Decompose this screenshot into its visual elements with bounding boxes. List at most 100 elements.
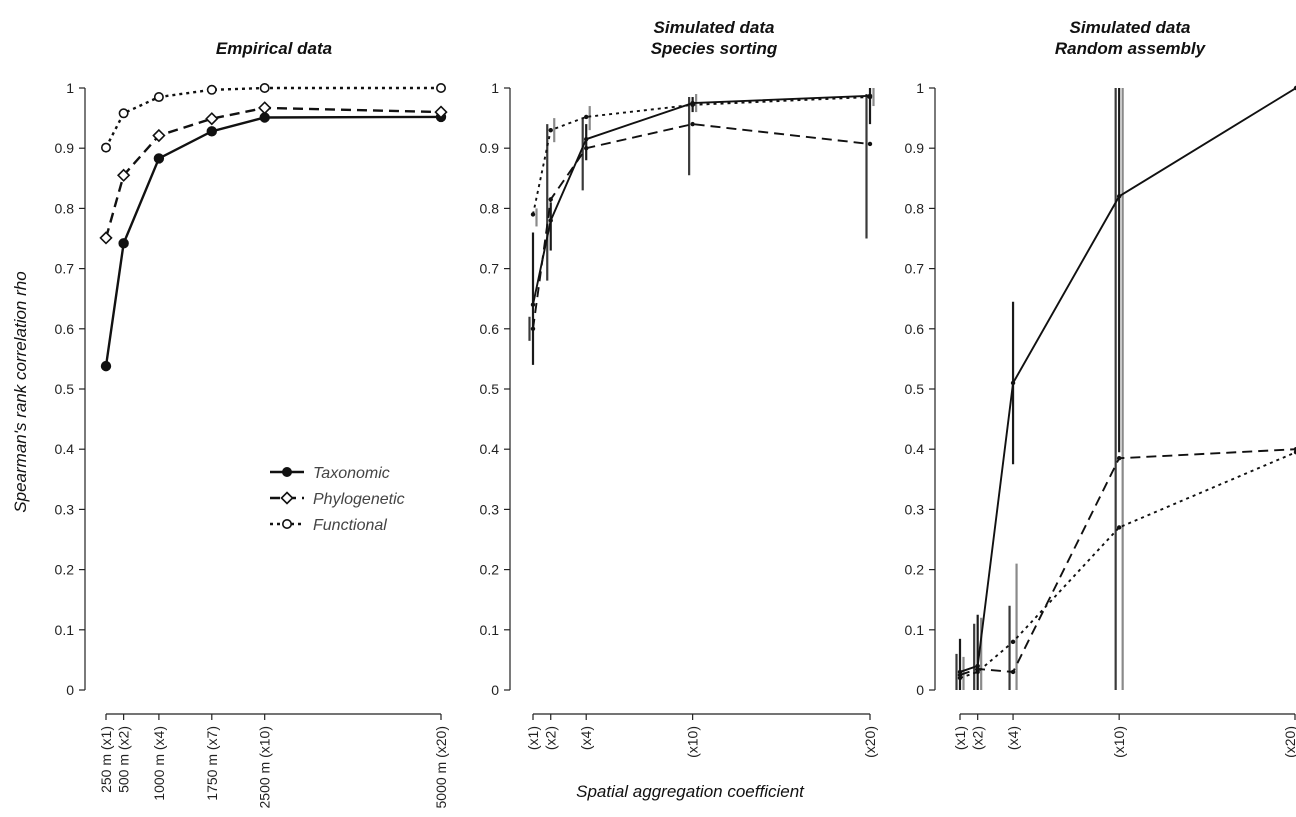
- legend-marker-taxonomic: [281, 466, 292, 477]
- y-tick-label: 0.7: [55, 261, 75, 277]
- y-tick-label: 0: [491, 682, 499, 698]
- x-tick-label: 250 m (x1): [98, 726, 114, 793]
- legend-item-functional: Functional: [270, 517, 387, 534]
- y-tick-label: 0.6: [480, 321, 500, 337]
- y-tick-label: 0.3: [480, 501, 500, 517]
- y-tick-label: 0.4: [55, 441, 75, 457]
- data-point: [1293, 450, 1296, 455]
- data-point: [867, 141, 873, 147]
- y-tick-label: 0.1: [55, 622, 75, 638]
- data-point: [548, 197, 553, 202]
- legend: Taxonomic Phylogenetic Functional: [270, 465, 405, 534]
- x-tick-label: (x20): [862, 726, 878, 758]
- y-tick-label: 0.2: [905, 562, 925, 578]
- y-tick-label: 1: [916, 80, 924, 96]
- y-tick-label: 0.9: [55, 140, 75, 156]
- data-point: [206, 126, 217, 137]
- data-point: [206, 84, 217, 95]
- x-axis-label: Spatial aggregation coefficient: [576, 782, 805, 801]
- data-point: [153, 153, 165, 164]
- y-tick-label: 0.1: [905, 622, 925, 638]
- panel-title: Random assembly: [1055, 39, 1207, 58]
- data-point: [975, 666, 980, 672]
- y-tick-label: 1: [491, 80, 499, 96]
- data-point: [1116, 194, 1122, 199]
- y-tick-label: 0.5: [905, 381, 925, 397]
- x-tick-label: (x4): [578, 726, 594, 750]
- x-tick-label: (x20): [1282, 726, 1296, 758]
- data-point: [1010, 639, 1016, 645]
- x-tick-label: (x10): [685, 726, 701, 758]
- data-point: [118, 108, 129, 119]
- y-tick-label: 0.8: [905, 200, 925, 216]
- panel-3: Simulated data Random assembly 0 0.1 0.2 0.3 0…: [905, 18, 1296, 758]
- legend-marker-functional: [281, 518, 292, 529]
- x-tick-label: 2500 m (x10): [257, 726, 273, 808]
- panel-title: Species sorting: [651, 39, 778, 58]
- x-tick-label: 1000 m (x4): [151, 726, 167, 801]
- y-tick-label: 0.3: [905, 501, 925, 517]
- y-tick-label: 0.3: [55, 501, 75, 517]
- series-line-phylogenetic: [104, 106, 442, 239]
- x-tick-label: (x1): [952, 726, 968, 750]
- x-tick-label: (x10): [1111, 726, 1127, 758]
- panel-2: Simulated data Species sorting 0 0.1 0.2 0.3 0…: [480, 18, 878, 758]
- data-point: [548, 127, 553, 133]
- data-point: [584, 146, 589, 151]
- data-point: [1010, 380, 1016, 386]
- data-point: [975, 663, 980, 669]
- data-point: [530, 302, 536, 307]
- panel-title: Simulated data: [654, 18, 775, 37]
- series-line-taxonomic: [104, 115, 442, 367]
- data-point: [584, 136, 589, 142]
- data-point: [584, 114, 589, 120]
- data-point: [975, 669, 980, 675]
- y-tick-label: 0.7: [480, 261, 500, 277]
- y-tick-label: 0.1: [480, 622, 500, 638]
- legend-label-phylogenetic: Phylogenetic: [313, 491, 405, 508]
- data-point: [100, 360, 112, 372]
- data-point: [1116, 456, 1122, 461]
- data-point: [152, 128, 166, 143]
- legend-marker-phylogenetic: [280, 491, 294, 505]
- panel-title: Simulated data: [1070, 18, 1191, 37]
- y-tick-label: 0.2: [480, 562, 500, 578]
- data-point: [1116, 525, 1122, 530]
- y-tick-label: 0.2: [55, 562, 75, 578]
- series-line-series-1: [959, 87, 1296, 673]
- data-point: [434, 105, 448, 119]
- legend-label-functional: Functional: [313, 517, 387, 534]
- y-tick-label: 0.6: [905, 321, 925, 337]
- data-point: [258, 101, 272, 115]
- legend-item-phylogenetic: Phylogenetic: [270, 491, 405, 508]
- data-point: [205, 112, 219, 126]
- x-tick-label: 1750 m (x7): [204, 726, 220, 801]
- y-tick-label: 0.5: [55, 381, 75, 397]
- y-tick-label: 0.8: [55, 200, 75, 216]
- x-tick-label: (x2): [970, 726, 986, 750]
- data-point: [957, 672, 963, 678]
- data-point: [690, 102, 695, 108]
- data-point: [435, 83, 446, 94]
- x-tick-label: (x1): [525, 726, 541, 750]
- data-point: [957, 675, 963, 681]
- data-point: [1293, 85, 1296, 91]
- y-tick-label: 0.8: [480, 200, 500, 216]
- x-tick-label: (x2): [543, 726, 559, 750]
- data-point: [548, 218, 553, 223]
- y-axis-label: Spearman's rank correlation rho: [11, 271, 30, 512]
- panel-1: Empirical data 0 0.1 0.2 0.3 0.4 0.5 0.6 0.7 0.8 0…: [55, 39, 449, 808]
- panel-title: Empirical data: [216, 39, 332, 58]
- data-point: [101, 142, 112, 153]
- data-point: [118, 238, 129, 249]
- data-point: [153, 92, 164, 103]
- data-point: [530, 212, 536, 217]
- y-tick-label: 0.4: [480, 441, 500, 457]
- data-point: [867, 94, 873, 100]
- y-tick-label: 0: [66, 682, 74, 698]
- data-point: [690, 121, 695, 127]
- legend-item-taxonomic: Taxonomic: [270, 465, 390, 482]
- y-tick-label: 0.5: [480, 381, 500, 397]
- y-tick-label: 0.4: [905, 441, 925, 457]
